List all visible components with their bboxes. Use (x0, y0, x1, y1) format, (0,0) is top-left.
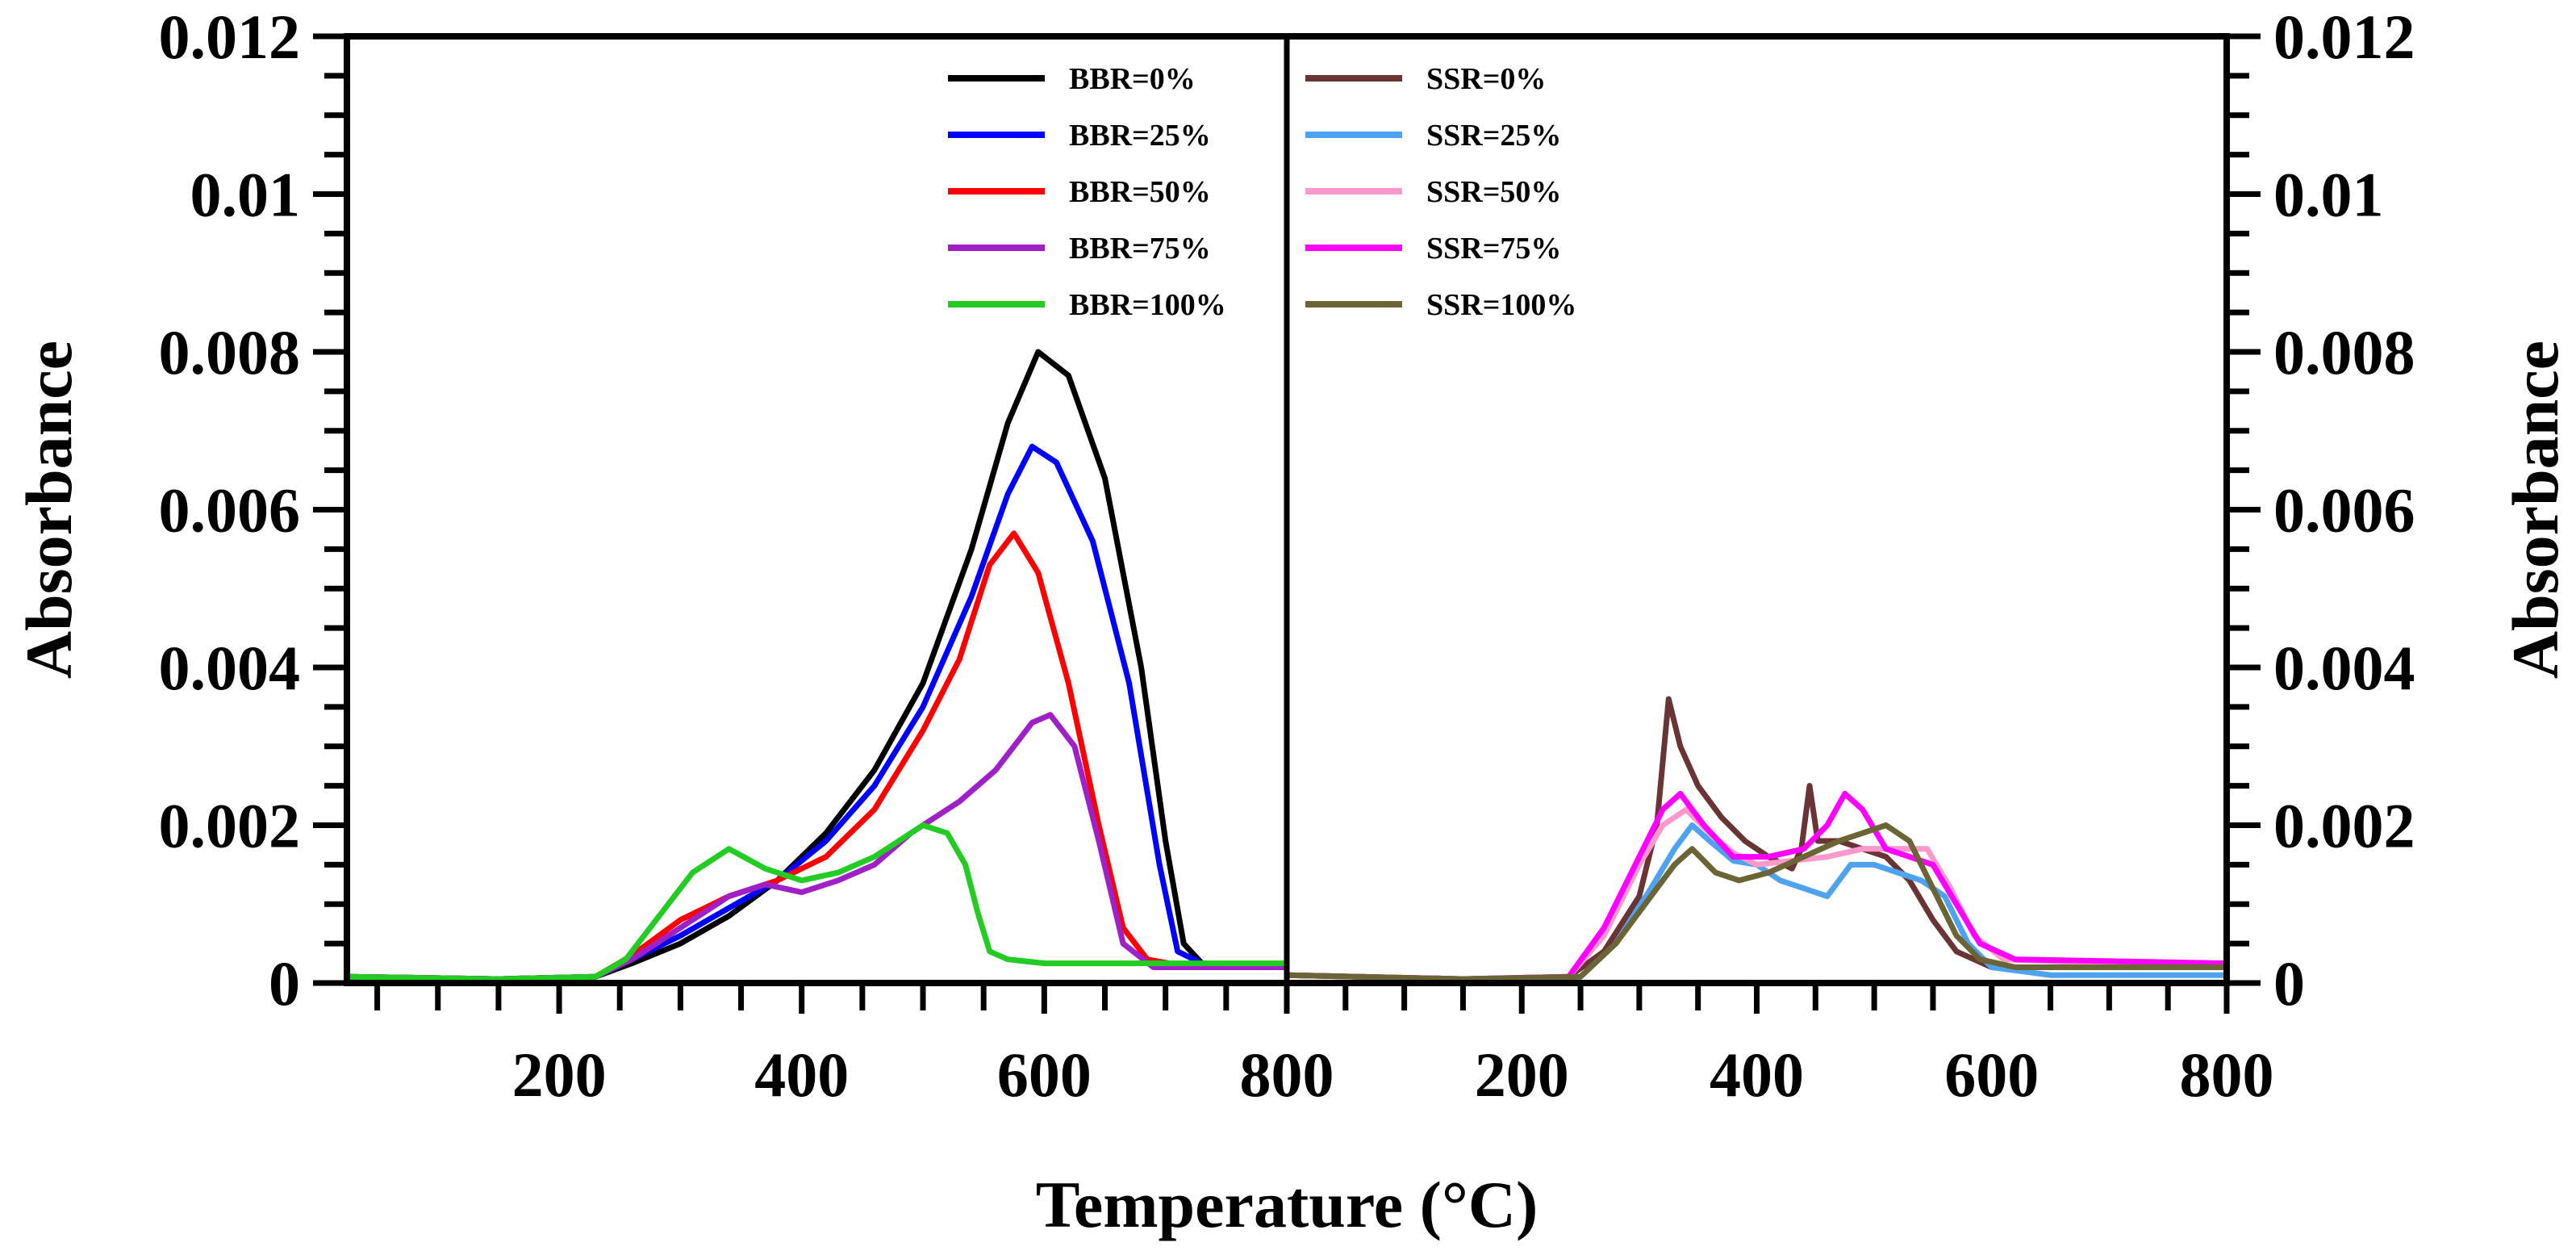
left-y-tick-label: 0.012 (159, 2, 301, 72)
right-x-tick-label: 800 (2180, 1040, 2274, 1110)
right-legend-label: SSR=50% (1426, 175, 1561, 209)
left-x-tick-label: 400 (754, 1040, 849, 1110)
left-y-axis-title: Absorbance (12, 341, 86, 679)
series-lines (344, 349, 2230, 982)
right-legend-label: SSR=25% (1426, 119, 1561, 153)
right-y-tick-label: 0.004 (2273, 633, 2415, 703)
right-y-tick-label: 0.002 (2273, 791, 2415, 861)
left-y-tick-label: 0.008 (159, 317, 301, 387)
right-series-ssr-100- (1284, 822, 2230, 982)
left-series-bbr-0- (344, 349, 1290, 982)
tick-labels: 200 400 600 800 0 0.002 0.004 0.006 0.008 0.01 0.0… (12, 2, 2572, 1110)
right-y-axis-title: Absorbance (2499, 341, 2572, 679)
right-y-tick-label: 0 (2273, 948, 2305, 1019)
left-x-tick-label: 800 (1240, 1040, 1334, 1110)
left-series-bbr-50- (344, 530, 1290, 982)
left-legend-label: BBR=0% (1069, 62, 1196, 96)
right-x-tick-label: 600 (1944, 1040, 2039, 1110)
left-x-tick-label: 600 (997, 1040, 1092, 1110)
left-y-tick-label: 0.006 (159, 475, 301, 546)
right-x-tick-label: 400 (1710, 1040, 1804, 1110)
right-legend-label: SSR=100% (1426, 288, 1576, 322)
left-y-tick-label: 0 (269, 948, 300, 1019)
right-series-ssr-0- (1284, 696, 2230, 982)
left-legend-label: BBR=25% (1069, 119, 1211, 153)
left-legend-label: BBR=100% (1069, 288, 1226, 322)
right-series-ssr-75- (1284, 790, 2230, 982)
axes-frame (344, 33, 2230, 986)
right-y-tick-label: 0.008 (2273, 317, 2415, 387)
tick-marks (313, 33, 2261, 1014)
left-y-tick-label: 0.004 (159, 633, 301, 703)
right-legend-label: SSR=0% (1426, 62, 1546, 96)
legends: BBR=0% BBR=25% BBR=50% BBR=75% BBR=100% SSR=0… (948, 62, 1576, 322)
right-y-tick-label: 0.012 (2273, 2, 2415, 72)
left-y-tick-label: 0.01 (190, 160, 301, 230)
x-axis-title: Temperature (°C) (1036, 1168, 1539, 1241)
right-series-ssr-50- (1284, 806, 2230, 982)
left-legend-label: BBR=75% (1069, 232, 1211, 266)
right-legend-label: SSR=75% (1426, 232, 1561, 266)
left-legend-label: BBR=50% (1069, 175, 1211, 209)
left-x-tick-label: 200 (512, 1040, 607, 1110)
left-series-bbr-75- (344, 712, 1290, 982)
left-y-tick-label: 0.002 (159, 791, 301, 861)
right-x-tick-label: 200 (1475, 1040, 1569, 1110)
right-y-tick-label: 0.006 (2273, 475, 2415, 546)
left-series-bbr-100- (344, 822, 1290, 982)
right-y-tick-label: 0.01 (2273, 160, 2384, 230)
